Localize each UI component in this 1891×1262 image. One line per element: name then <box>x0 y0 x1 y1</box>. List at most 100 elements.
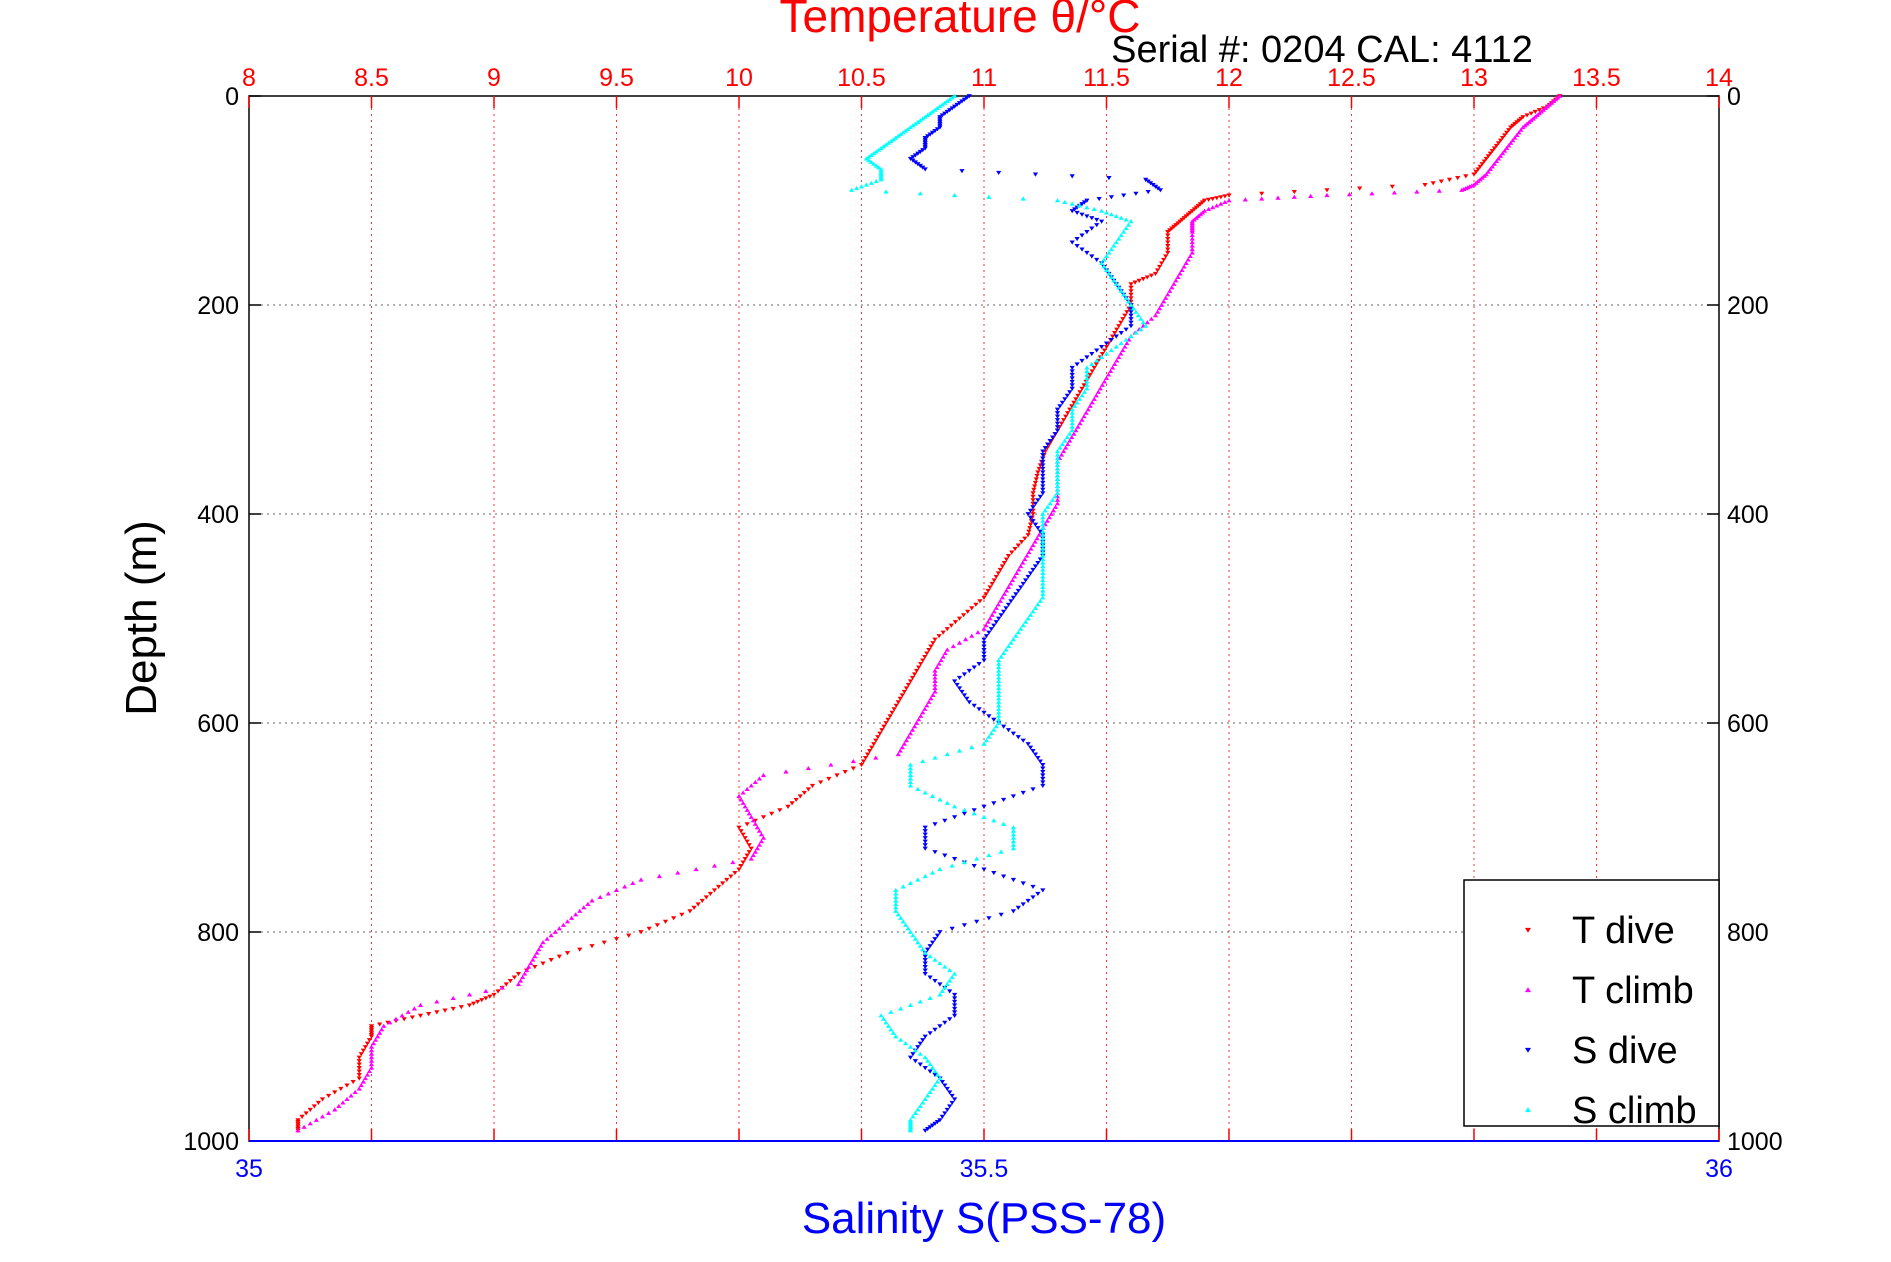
data-point-s-climb <box>1135 313 1141 318</box>
data-point-s-climb <box>947 97 953 102</box>
data-point-s-dive <box>932 822 938 827</box>
data-point-s-climb <box>917 943 923 948</box>
data-point-t-dive <box>307 1107 313 1112</box>
data-point-t-dive <box>1422 183 1428 188</box>
data-point-t-climb <box>1346 192 1353 197</box>
data-point-s-climb <box>1118 340 1124 346</box>
data-point-t-climb <box>1028 546 1034 551</box>
data-point-t-climb <box>1205 206 1212 212</box>
data-point-s-dive <box>1121 193 1127 198</box>
data-point-s-climb <box>890 137 896 142</box>
data-point-s-dive <box>1143 177 1149 182</box>
data-point-s-dive <box>1069 372 1075 378</box>
data-point-t-dive <box>1536 108 1542 113</box>
data-point-s-climb <box>866 158 872 163</box>
data-point-t-climb <box>940 654 946 659</box>
x-bottom-tick-label: 35.5 <box>960 1155 1009 1183</box>
data-point-s-dive <box>1133 191 1139 196</box>
data-point-t-dive <box>1034 473 1040 479</box>
data-point-s-dive <box>1032 172 1039 177</box>
data-point-s-climb <box>1040 595 1046 600</box>
data-point-s-dive <box>971 863 977 869</box>
data-point-t-dive <box>1128 292 1134 297</box>
data-point-t-dive <box>662 919 669 924</box>
data-point-s-dive <box>912 160 918 165</box>
x-top-tick-label: 9.5 <box>599 64 634 92</box>
data-point-t-dive <box>744 839 750 844</box>
data-point-s-climb <box>944 800 950 805</box>
data-point-s-dive <box>1040 452 1046 458</box>
data-point-t-climb <box>358 1082 364 1088</box>
data-point-s-dive <box>1052 432 1058 437</box>
data-point-t-dive <box>983 592 989 597</box>
data-point-t-climb <box>932 675 938 680</box>
data-point-t-climb <box>1105 372 1112 377</box>
legend-label: T climb <box>1572 970 1694 1012</box>
data-point-t-climb <box>1048 511 1054 516</box>
data-point-t-climb <box>999 595 1005 600</box>
data-point-s-dive <box>922 1034 928 1039</box>
data-point-s-dive <box>1040 888 1046 893</box>
x-top-tick-label: 9 <box>487 64 501 92</box>
data-point-s-climb <box>1123 295 1129 300</box>
data-point-s-climb <box>893 1034 899 1039</box>
data-point-t-climb <box>573 912 579 917</box>
data-point-s-climb <box>1138 327 1144 332</box>
data-point-s-dive <box>907 1055 914 1060</box>
data-point-t-dive <box>1077 390 1083 395</box>
data-point-s-dive <box>1040 459 1046 465</box>
data-point-s-dive <box>937 1024 943 1029</box>
data-point-t-climb <box>950 644 956 649</box>
data-point-s-dive <box>1040 463 1046 468</box>
data-point-t-dive <box>483 996 489 1001</box>
data-point-t-dive <box>1122 313 1128 318</box>
data-point-s-dive <box>1030 884 1036 890</box>
data-point-s-dive <box>1025 742 1031 747</box>
data-point-s-dive <box>1030 787 1036 792</box>
data-point-s-climb <box>885 140 892 145</box>
data-point-s-climb <box>1125 299 1132 304</box>
data-point-t-dive <box>1357 186 1363 191</box>
data-point-s-dive <box>1089 216 1095 221</box>
data-point-s-dive <box>949 1093 955 1099</box>
data-point-t-climb <box>1016 567 1022 572</box>
data-point-s-dive <box>1030 749 1036 754</box>
data-point-t-climb <box>911 724 918 729</box>
data-point-s-dive <box>1035 560 1041 566</box>
data-point-t-dive <box>1483 156 1489 162</box>
data-point-t-dive <box>1471 172 1477 177</box>
data-point-s-climb <box>1015 630 1021 635</box>
data-point-t-dive <box>711 888 718 893</box>
data-point-s-dive <box>1084 230 1090 235</box>
data-point-s-climb <box>952 804 958 809</box>
data-point-s-climb <box>996 678 1002 684</box>
data-point-t-dive <box>344 1083 350 1088</box>
data-point-t-climb <box>1122 344 1128 349</box>
data-point-t-dive <box>1026 529 1032 534</box>
data-point-s-climb <box>1045 504 1051 509</box>
data-point-t-dive <box>1035 470 1041 475</box>
data-point-s-climb <box>868 180 874 185</box>
data-point-s-dive <box>991 717 997 722</box>
data-point-t-climb <box>936 661 942 666</box>
data-point-t-dive <box>1001 560 1008 566</box>
data-point-t-dive <box>1226 193 1232 198</box>
data-point-s-dive <box>996 170 1002 175</box>
data-point-t-climb <box>434 999 440 1004</box>
data-point-t-climb <box>381 1023 387 1028</box>
data-point-t-dive <box>1163 254 1169 259</box>
data-point-s-climb <box>1108 274 1114 279</box>
data-point-s-dive <box>1032 564 1039 569</box>
data-point-t-climb <box>368 1065 375 1070</box>
data-point-s-dive <box>927 944 933 949</box>
data-point-t-dive <box>1067 407 1073 412</box>
data-point-s-dive <box>1037 494 1043 499</box>
data-point-t-dive <box>875 735 881 740</box>
data-point-t-dive <box>475 999 481 1005</box>
data-point-s-climb <box>1111 278 1117 283</box>
data-point-t-climb <box>932 671 938 677</box>
data-point-t-climb <box>1189 250 1195 255</box>
data-point-t-dive <box>1205 197 1212 202</box>
data-point-t-dive <box>1165 250 1171 256</box>
data-point-t-dive <box>1493 143 1500 148</box>
